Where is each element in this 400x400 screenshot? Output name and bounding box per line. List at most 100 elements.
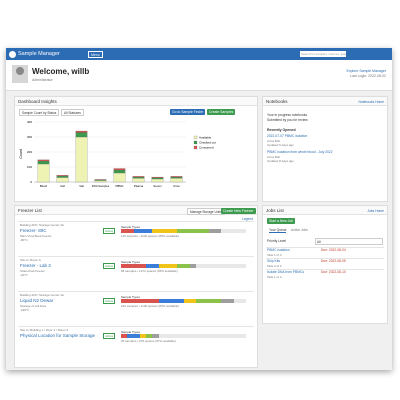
chart-select[interactable]: Sample Count by Status — [19, 109, 60, 116]
bar-segment — [37, 160, 50, 165]
notebooks-home[interactable]: Notebooks Home — [358, 99, 384, 104]
freezer-name[interactable]: Physical Location for Sample Storage — [20, 333, 96, 338]
capacity-segment — [183, 299, 196, 303]
bar-segment — [37, 159, 50, 162]
last-login: Last Login: 2022-08-02 — [350, 74, 386, 78]
job-name[interactable]: PBMC isolation — [267, 248, 290, 252]
bar-segment — [170, 176, 183, 178]
legend-link[interactable]: Legend — [241, 217, 253, 221]
notebook-updated: Updated 6 days ago — [267, 143, 294, 147]
freezer-path: Site A / Room 6 — [20, 258, 41, 262]
x-tick-label: Blood — [40, 184, 48, 188]
types-label: Sample Types — [121, 225, 140, 229]
tab-queue[interactable]: Your Queue — [269, 228, 287, 233]
status-badge: Active — [103, 263, 116, 269]
capacity-segment — [121, 229, 134, 233]
freezer-path: Site A / Building 1 / Floor 1 / Room 3 — [20, 328, 69, 332]
freezer-description: Storage of cell lines — [20, 304, 47, 308]
submitted-link[interactable]: Submitted by you for review — [267, 118, 308, 122]
panel-header — [263, 206, 387, 215]
status-badge: Active — [103, 333, 116, 339]
panel-header — [15, 97, 257, 106]
panel-title: Dashboard Insights — [18, 99, 57, 104]
bar-segment — [151, 178, 164, 183]
y-axis-label: Count — [19, 149, 23, 158]
header — [6, 60, 392, 91]
chart: Count 0 100 200 300 400 Blood Cell Vial DNA Samp… — [19, 120, 216, 188]
capacity-stats: 110 samples • 1240 spaces (89% available… — [121, 234, 180, 238]
job-name[interactable]: Ship Kits — [267, 259, 281, 263]
capacity-bar — [121, 229, 246, 233]
capacity-bar — [121, 264, 246, 268]
priority-select[interactable]: All — [315, 238, 383, 245]
jobs-home[interactable]: Jobs Home — [367, 208, 384, 213]
manage-button[interactable]: Manage Storage Units — [187, 208, 225, 215]
bar-segment — [132, 176, 145, 179]
x-tick-label: Plasma — [134, 184, 144, 188]
freezer-panel: Freezer List Manage Storage Units Create… — [14, 205, 258, 368]
priority-label: Priority Level — [267, 239, 287, 243]
capacity-segment — [177, 264, 190, 268]
job-name[interactable]: Isolate DNA from PBMCs — [267, 270, 305, 274]
legend-swatch — [193, 145, 198, 150]
bar-segment — [170, 176, 183, 179]
bar-segment — [75, 132, 88, 138]
bar-segment — [56, 175, 69, 177]
jobs-panel: Jobs List Jobs Home Start a New Job Your… — [262, 205, 388, 324]
types-label: Sample Types — [121, 295, 140, 299]
status-select[interactable]: All Statuses — [61, 109, 84, 116]
bar-segment — [151, 177, 164, 180]
row-divider — [266, 268, 384, 270]
notebook-author: Anna Bob — [267, 154, 281, 159]
bar-segment — [132, 176, 145, 178]
capacity-stats: 232 samples • 1100 spaces (83% available… — [121, 304, 180, 308]
freezer-name[interactable]: Liquid N2 Dewar — [20, 298, 54, 303]
capacity-segment — [127, 334, 140, 338]
bar-segment — [113, 169, 126, 174]
x-tick-label: Cell — [60, 184, 65, 188]
capacity-segment — [208, 229, 221, 233]
bar-segment — [56, 175, 69, 178]
freezer-name[interactable]: Freezer- 80C — [20, 228, 47, 233]
panel-title: Freezer List — [18, 208, 42, 213]
capacity-segment — [146, 334, 153, 338]
insights-panel: Dashboard Insights Sample Count by Statu… — [14, 96, 258, 202]
capacity-stats: 25 samples • 975 spaces (97% available) — [121, 339, 176, 343]
row-divider — [266, 257, 384, 259]
x-tick-label: Urine — [173, 184, 180, 188]
capacity-segment — [139, 334, 146, 338]
bar-segment — [94, 179, 107, 181]
brand[interactable]: Sample Manager — [18, 51, 60, 57]
freezer-name[interactable]: Freezer - Lab 3 — [20, 263, 51, 268]
finder-button[interactable]: Go to Sample Finder — [170, 109, 206, 115]
row-divider — [18, 221, 254, 222]
capacity-segment — [121, 334, 128, 338]
x-tick-label: Serum — [153, 184, 162, 188]
user-role: Administrator — [32, 78, 53, 82]
x-tick-label: PBMC — [115, 184, 123, 188]
capacity-segment — [158, 264, 178, 268]
panel-header — [263, 97, 387, 106]
bar-segment — [132, 178, 145, 183]
menu-button[interactable]: Menu — [88, 51, 103, 58]
bar-segment — [113, 168, 126, 171]
in-progress-link[interactable]: Your in progress notebooks — [267, 113, 308, 117]
panel-title: Notebooks — [266, 99, 288, 104]
capacity-stats: 68 samples • 1272 spaces (95% available) — [121, 269, 178, 273]
bar-segment — [75, 130, 88, 133]
freezer-path: Building 200 / Storage Center 4A — [20, 223, 64, 227]
bar-segment — [75, 136, 88, 183]
create-freezer-button[interactable]: Create New Freezer — [221, 208, 256, 214]
recent-heading: Recently Opened — [267, 128, 296, 132]
tab-active[interactable]: Active Jobs — [291, 228, 308, 232]
legend-swatch — [193, 140, 198, 145]
explore-link[interactable]: Explore Sample Manager — [346, 69, 387, 73]
create-button[interactable]: Create Samples — [207, 109, 236, 115]
row-divider — [18, 291, 254, 292]
notebook-name[interactable]: PBMC isolation from whole blood - July 2… — [267, 150, 333, 154]
search-box[interactable]: Search for samples, sources, assays... — [300, 51, 346, 57]
notebook-name[interactable]: 2022-07-07 PBMC isolation — [267, 134, 308, 138]
capacity-segment — [152, 229, 178, 233]
bar-segment — [151, 176, 164, 178]
start-job-button[interactable]: Start a New Job — [267, 218, 296, 224]
